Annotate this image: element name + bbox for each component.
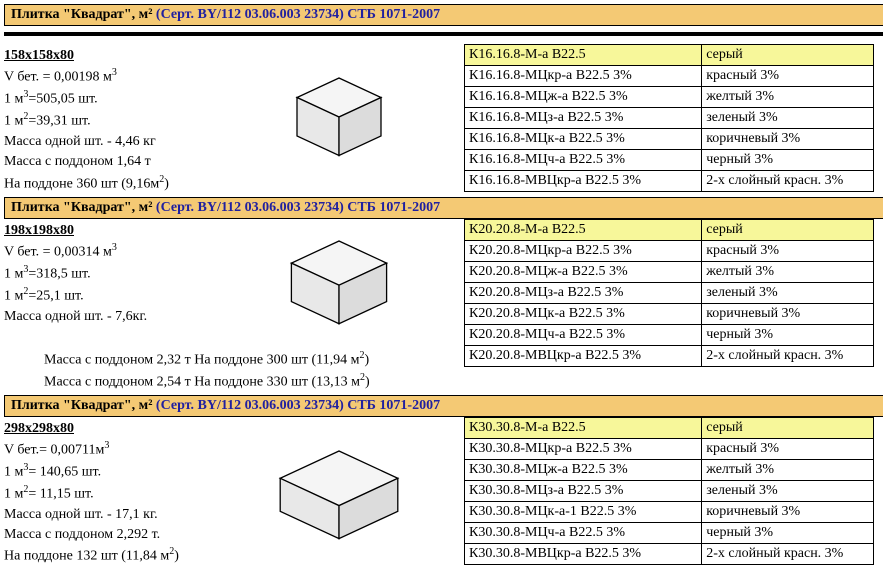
table-cell: зеленый 3% [702,282,874,303]
spec-list: 158x158x80V бет. = 0,00198 м31 м3=505,05… [4,44,214,197]
table-cell: желтый 3% [702,459,874,480]
table-row: К20.20.8-МЦк-а В22.5 3%коричневый 3% [465,303,874,324]
table-cell: К16.16.8-МВЦкр-а В22.5 3% [465,171,702,192]
table-row: К30.30.8-МВЦкр-а В22.5 3%2-х слойный кра… [465,543,874,564]
table-cell: коричневый 3% [702,303,874,324]
table-row: К30.30.8-МЦз-а В22.5 3%зеленый 3% [465,480,874,501]
table-cell: желтый 3% [702,87,874,108]
table-row: К30.30.8-М-а В22.5серый [465,417,874,438]
product-section: 298x298x80V бет.= 0,00711м31 м3= 140,65 … [4,417,883,570]
tile-illustration [214,219,464,347]
table-cell: красный 3% [702,438,874,459]
table-cell: К20.20.8-МЦж-а В22.5 3% [465,261,702,282]
table-row: К16.16.8-МВЦкр-а В22.5 3%2-х слойный кра… [465,171,874,192]
table-cell: К20.20.8-МЦч-а В22.5 3% [465,324,702,345]
table-row: К30.30.8-МЦж-а В22.5 3%желтый 3% [465,459,874,480]
table-cell: К20.20.8-МЦкр-а В22.5 3% [465,240,702,261]
codes-table: К30.30.8-М-а В22.5серыйК30.30.8-МЦкр-а В… [464,417,874,565]
table-cell: черный 3% [702,324,874,345]
table-cell: К16.16.8-МЦч-а В22.5 3% [465,150,702,171]
table-cell: черный 3% [702,522,874,543]
table-cell: К16.16.8-МЦк-а В22.5 3% [465,129,702,150]
tile-illustration [214,417,464,570]
divider [4,32,883,36]
table-row: К16.16.8-МЦкр-а В22.5 3%красный 3% [465,66,874,87]
table-cell: К30.30.8-МЦк-а-1 В22.5 3% [465,501,702,522]
spec-list: 198x198x80V бет. = 0,00314 м31 м3=318,5 … [4,219,214,347]
section-header: Плитка "Квадрат", м² (Серт. BY/112 03.06… [4,197,883,219]
table-row: К30.30.8-МЦк-а-1 В22.5 3%коричневый 3% [465,501,874,522]
table-row: К20.20.8-МЦж-а В22.5 3%желтый 3% [465,261,874,282]
codes-table: К16.16.8-М-а В22.5серыйК16.16.8-МЦкр-а В… [464,44,874,192]
table-row: К16.16.8-МЦж-а В22.5 3%желтый 3% [465,87,874,108]
table-cell: 2-х слойный красн. 3% [702,171,874,192]
table-cell: К30.30.8-МВЦкр-а В22.5 3% [465,543,702,564]
table-row: К20.20.8-М-а В22.5серый [465,219,874,240]
table-cell: К30.30.8-МЦч-а В22.5 3% [465,522,702,543]
table-cell: К30.30.8-МЦж-а В22.5 3% [465,459,702,480]
table-cell: красный 3% [702,66,874,87]
table-row: К16.16.8-МЦк-а В22.5 3%коричневый 3% [465,129,874,150]
table-cell: 2-х слойный красн. 3% [702,543,874,564]
product-section: 198x198x80V бет. = 0,00314 м31 м3=318,5 … [4,219,883,395]
table-row: К20.20.8-МЦз-а В22.5 3%зеленый 3% [465,282,874,303]
table-cell: К30.30.8-М-а В22.5 [465,417,702,438]
table-cell: желтый 3% [702,261,874,282]
table-row: К16.16.8-МЦч-а В22.5 3%черный 3% [465,150,874,171]
section-header: Плитка "Квадрат", м² (Серт. BY/112 03.06… [4,4,883,26]
codes-table: К20.20.8-М-а В22.5серыйК20.20.8-МЦкр-а В… [464,219,874,367]
table-cell: черный 3% [702,150,874,171]
table-cell: К16.16.8-М-а В22.5 [465,45,702,66]
table-cell: К30.30.8-МЦкр-а В22.5 3% [465,438,702,459]
table-cell: серый [702,45,874,66]
spec-list: 298x298x80V бет.= 0,00711м31 м3= 140,65 … [4,417,214,570]
table-row: К30.30.8-МЦч-а В22.5 3%черный 3% [465,522,874,543]
table-cell: К20.20.8-МЦз-а В22.5 3% [465,282,702,303]
table-cell: зеленый 3% [702,480,874,501]
table-row: К16.16.8-М-а В22.5серый [465,45,874,66]
table-cell: зеленый 3% [702,108,874,129]
table-row: К20.20.8-МЦч-а В22.5 3%черный 3% [465,324,874,345]
table-cell: К20.20.8-МЦк-а В22.5 3% [465,303,702,324]
table-cell: К20.20.8-М-а В22.5 [465,219,702,240]
table-row: К30.30.8-МЦкр-а В22.5 3%красный 3% [465,438,874,459]
table-cell: коричневый 3% [702,501,874,522]
tile-illustration [214,44,464,197]
table-row: К20.20.8-МВЦкр-а В22.5 3%2-х слойный кра… [465,345,874,366]
table-cell: серый [702,219,874,240]
table-cell: серый [702,417,874,438]
spec-extra: Масса с поддоном 2,32 т На поддоне 300 ш… [4,347,464,395]
table-cell: К20.20.8-МВЦкр-а В22.5 3% [465,345,702,366]
table-cell: К16.16.8-МЦз-а В22.5 3% [465,108,702,129]
table-cell: 2-х слойный красн. 3% [702,345,874,366]
table-row: К20.20.8-МЦкр-а В22.5 3%красный 3% [465,240,874,261]
table-cell: красный 3% [702,240,874,261]
table-row: К16.16.8-МЦз-а В22.5 3%зеленый 3% [465,108,874,129]
table-cell: коричневый 3% [702,129,874,150]
product-section: 158x158x80V бет. = 0,00198 м31 м3=505,05… [4,44,883,197]
table-cell: К16.16.8-МЦж-а В22.5 3% [465,87,702,108]
table-cell: К16.16.8-МЦкр-а В22.5 3% [465,66,702,87]
section-header: Плитка "Квадрат", м² (Серт. BY/112 03.06… [4,395,883,417]
table-cell: К30.30.8-МЦз-а В22.5 3% [465,480,702,501]
